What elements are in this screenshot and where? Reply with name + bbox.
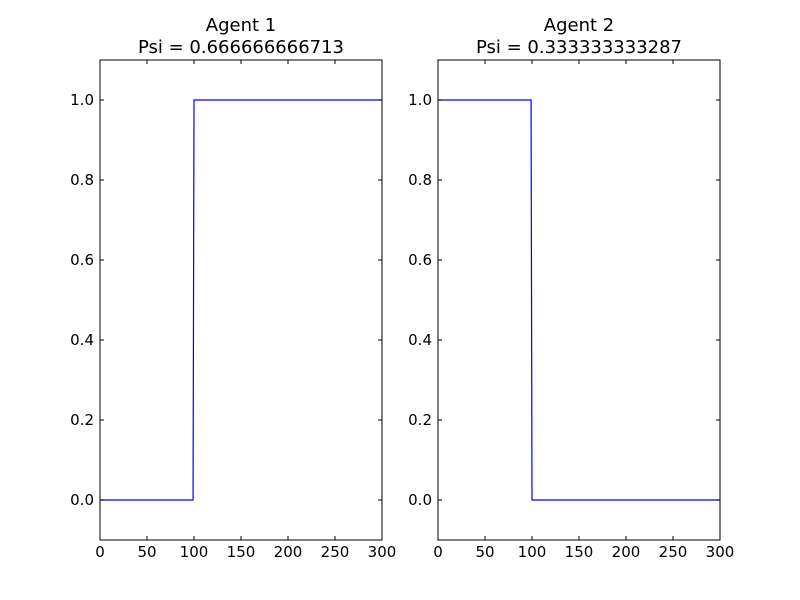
x-tick-label: 0 xyxy=(433,543,443,561)
y-tick-label: 1.0 xyxy=(70,91,94,109)
x-tick-label: 150 xyxy=(565,543,594,561)
y-tick-label: 0.8 xyxy=(70,171,94,189)
chart-subtitle: Psi = 0.666666666713 xyxy=(138,37,344,58)
x-tick-label: 100 xyxy=(180,543,209,561)
y-tick-label: 0.4 xyxy=(70,331,94,349)
x-tick-label: 250 xyxy=(659,543,688,561)
y-tick-label: 0.6 xyxy=(408,251,432,269)
x-tick-label: 200 xyxy=(274,543,303,561)
x-tick-label: 0 xyxy=(95,543,105,561)
chart-title: Agent 2 xyxy=(544,15,614,36)
plot-frame xyxy=(437,59,721,541)
x-tick-label: 300 xyxy=(706,543,735,561)
x-tick-label: 300 xyxy=(368,543,397,561)
y-tick-label: 0.6 xyxy=(70,251,94,269)
x-tick-label: 50 xyxy=(137,543,156,561)
y-tick-label: 0.2 xyxy=(408,411,432,429)
x-tick-label: 200 xyxy=(612,543,641,561)
y-tick-label: 0.0 xyxy=(70,491,94,509)
y-tick-label: 0.0 xyxy=(408,491,432,509)
x-tick-label: 250 xyxy=(321,543,350,561)
plot-frame xyxy=(99,59,383,541)
x-tick-label: 100 xyxy=(518,543,547,561)
chart-subtitle: Psi = 0.333333333287 xyxy=(476,37,682,58)
y-tick-label: 0.4 xyxy=(408,331,432,349)
series-line-1 xyxy=(438,99,720,501)
y-tick-label: 0.2 xyxy=(70,411,94,429)
x-tick-label: 50 xyxy=(475,543,494,561)
series-line-1 xyxy=(100,99,382,501)
chart-title: Agent 1 xyxy=(206,15,276,36)
x-tick-label: 150 xyxy=(227,543,256,561)
y-tick-label: 1.0 xyxy=(408,91,432,109)
y-tick-label: 0.8 xyxy=(408,171,432,189)
